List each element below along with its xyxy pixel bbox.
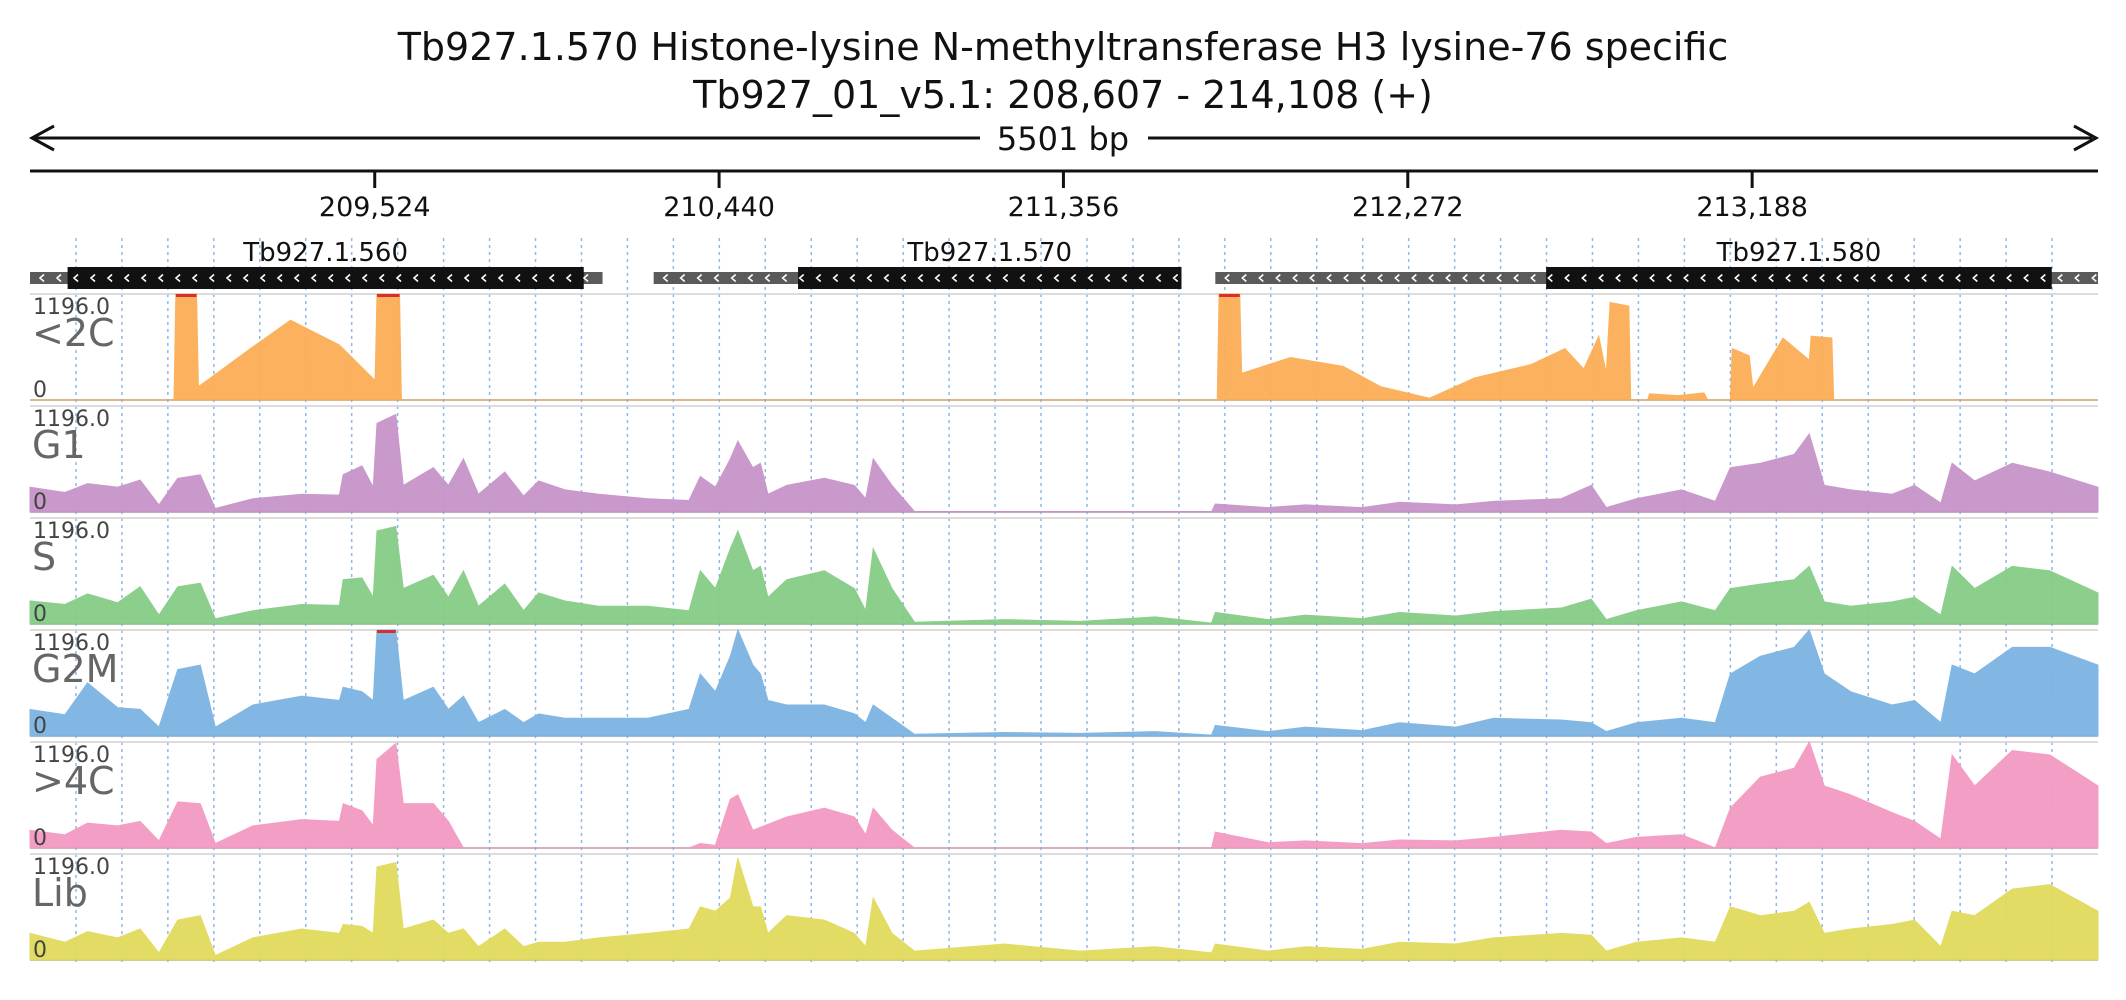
gene-label: Tb927.1.570 (906, 238, 1072, 268)
coverage-area (29, 740, 2099, 849)
gene-cds (798, 267, 1182, 289)
track-max-label: 1196.0 (33, 519, 110, 544)
clip-marker (376, 294, 400, 297)
track-zero-label: 0 (33, 826, 47, 851)
coverage-track: 1196.0 0 G2M (29, 628, 2099, 739)
track-max-label: 1196.0 (33, 855, 110, 880)
span-indicator: 5501 bp (28, 120, 2100, 158)
track-name-label: Lib (32, 871, 88, 915)
clip-marker (175, 294, 197, 297)
coverage-track: 1196.0 0 <2C (30, 293, 2098, 403)
track-zero-label: 0 (33, 714, 47, 739)
strand-arrows (38, 273, 589, 283)
strand-arrows (1224, 273, 2097, 283)
track-name-label: G1 (32, 423, 86, 467)
track-name-label: >4C (32, 759, 115, 803)
gene-model: Tb927.1.560 (30, 238, 603, 289)
strand-arrows (662, 273, 1179, 283)
clip-marker (376, 630, 396, 633)
track-zero-label: 0 (33, 602, 47, 627)
track-max-label: 1196.0 (33, 407, 110, 432)
track-name-label: G2M (32, 647, 118, 691)
coverage-area (29, 413, 2099, 513)
gene-label: Tb927.1.580 (1716, 238, 1882, 268)
span-arrow-right-head (2073, 124, 2100, 152)
coverage-area (30, 293, 2098, 401)
span-arrow-left-head (28, 124, 55, 152)
clip-marker (1219, 294, 1240, 297)
gene-model: Tb927.1.570 (653, 238, 1182, 289)
track-name-label: S (32, 535, 56, 579)
axis-tick-label: 209,524 (319, 192, 431, 223)
axis-tick-label: 211,356 (1008, 192, 1120, 223)
gene-label: Tb927.1.560 (242, 238, 408, 268)
track-max-label: 1196.0 (33, 743, 110, 768)
axis-tick-label: 210,440 (663, 192, 775, 223)
coverage-track: 1196.0 0 Lib (29, 853, 2099, 963)
gene-cds (1546, 267, 2052, 289)
gene-track: Tb927.1.560 Tb927.1.570 Tb927.1.580 (30, 238, 2098, 289)
span-length-label: 5501 bp (997, 120, 1129, 158)
track-zero-label: 0 (33, 378, 47, 403)
coverage-track: 1196.0 0 >4C (29, 740, 2099, 851)
coverage-track: 1196.0 0 G1 (29, 405, 2099, 515)
track-name-label: <2C (32, 311, 115, 355)
track-max-label: 1196.0 (33, 295, 110, 320)
coordinate-axis-ticks: 209,524 210,440 211,356 212,272 213,188 (319, 171, 1808, 223)
chart-subtitle: Tb927_01_v5.1: 208,607 - 214,108 (+) (692, 73, 1433, 117)
chart-title: Tb927.1.570 Histone-lysine N-methyltrans… (397, 25, 1729, 69)
coverage-tracks: 1196.00<2C1196.00G11196.00S1196.00G2M119… (29, 293, 2099, 963)
axis-tick-label: 212,272 (1352, 192, 1464, 223)
track-max-label: 1196.0 (33, 631, 110, 656)
axis-tick-label: 213,188 (1696, 192, 1808, 223)
track-zero-label: 0 (33, 490, 47, 515)
coverage-area (29, 628, 2099, 737)
gene-cds (67, 267, 584, 289)
coverage-area (29, 525, 2099, 625)
track-zero-label: 0 (33, 938, 47, 963)
coverage-area (29, 857, 2099, 961)
gene-model: Tb927.1.580 (1215, 238, 2098, 289)
coverage-track: 1196.0 0 S (29, 517, 2099, 627)
